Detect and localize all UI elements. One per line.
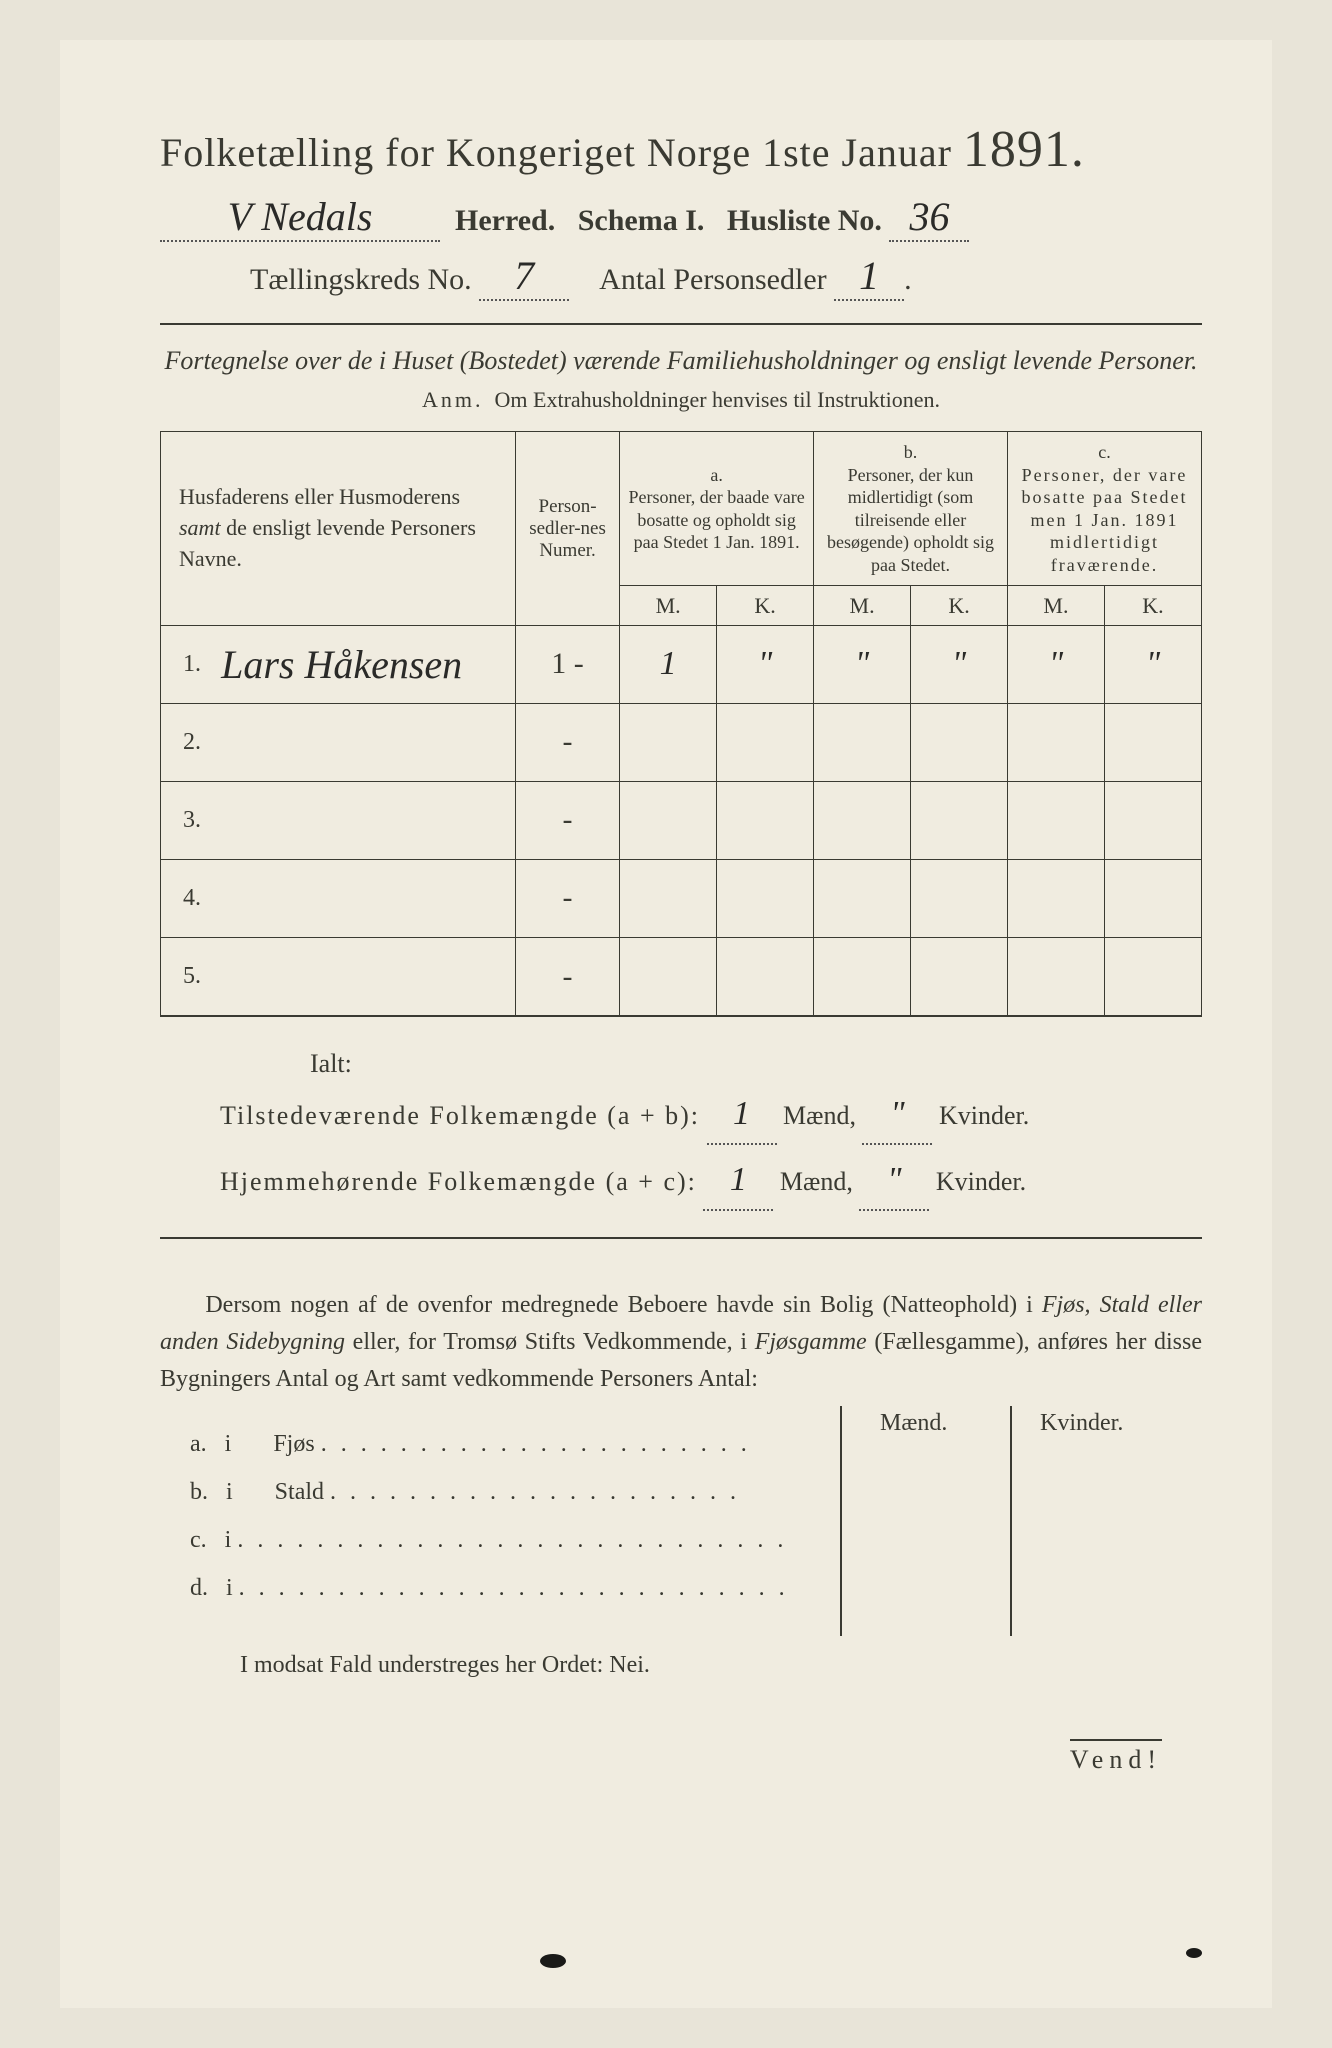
row-number: 1. bbox=[161, 625, 214, 703]
row-number: 2. bbox=[161, 703, 214, 781]
herred-value: V Nedals bbox=[228, 194, 373, 239]
col-c-letter: c. bbox=[1014, 441, 1195, 464]
husliste-value: 36 bbox=[909, 194, 949, 239]
divider-2 bbox=[160, 1237, 1202, 1239]
row-number: 5. bbox=[161, 937, 214, 1015]
total-line-2: Hjemmehørende Folkemængde (a + c): 1 Mæn… bbox=[220, 1151, 1202, 1211]
col-a-text: Personer, der baade vare bosatte og opho… bbox=[626, 486, 807, 554]
total1-label: Tilstedeværende Folkemængde (a + b): bbox=[220, 1101, 700, 1130]
row-a-k: " bbox=[717, 625, 814, 703]
list-item: c. i . . . . . . . . . . . . . . . . . .… bbox=[190, 1516, 1202, 1564]
header-line-2: V Nedals Herred. Schema I. Husliste No. … bbox=[160, 193, 1202, 242]
census-table: Husfaderens eller Husmoderens samt de en… bbox=[160, 431, 1202, 1015]
kreds-label: Tællingskreds No. bbox=[250, 263, 472, 296]
subtitle: Fortegnelse over de i Huset (Bostedet) v… bbox=[160, 343, 1202, 379]
col-header-c: c. Personer, der vare bosatte paa Stedet… bbox=[1007, 432, 1201, 586]
title-text: Folketælling for Kongeriget Norge 1ste J… bbox=[160, 130, 952, 175]
col-header-names: Husfaderens eller Husmoderens samt de en… bbox=[161, 432, 516, 625]
instruction-paragraph: Dersom nogen af de ovenfor medregnede Be… bbox=[160, 1287, 1202, 1399]
total-line-1: Tilstedeværende Folkemængde (a + b): 1 M… bbox=[220, 1085, 1202, 1145]
mk-b-m: M. bbox=[814, 586, 911, 626]
title-year: 1891. bbox=[963, 121, 1085, 178]
census-form-page: Folketælling for Kongeriget Norge 1ste J… bbox=[60, 40, 1272, 2008]
row-c-k: " bbox=[1104, 625, 1201, 703]
list-item: d. i . . . . . . . . . . . . . . . . . .… bbox=[190, 1564, 1202, 1612]
ink-spot-icon bbox=[540, 1954, 566, 1968]
row-name-cell bbox=[213, 937, 515, 1015]
bottom-kvinder-label: Kvinder. bbox=[1040, 1410, 1123, 1437]
col-b-text: Personer, der kun midlertidigt (som tilr… bbox=[820, 464, 1001, 577]
schema-label: Schema I. bbox=[578, 204, 705, 237]
kvinder-label-2: Kvinder. bbox=[936, 1167, 1026, 1196]
anm-lead: Anm. bbox=[422, 387, 484, 412]
bottom-list-area: Mænd. Kvinder. a. i Fjøs . . . . . . . .… bbox=[160, 1420, 1202, 1612]
main-title: Folketælling for Kongeriget Norge 1ste J… bbox=[160, 120, 1202, 179]
table-row: 5. - bbox=[161, 937, 1202, 1015]
row-b-k: " bbox=[911, 625, 1008, 703]
total1-m: 1 bbox=[733, 1095, 750, 1132]
table-bottom-rule bbox=[160, 1015, 1202, 1017]
mk-c-m: M. bbox=[1007, 586, 1104, 626]
kvinder-label: Kvinder. bbox=[939, 1101, 1029, 1130]
table-row: 3. - bbox=[161, 781, 1202, 859]
col-a-letter: a. bbox=[626, 464, 807, 487]
col-b-letter: b. bbox=[820, 441, 1001, 464]
table-row: 4. - bbox=[161, 859, 1202, 937]
col-header-b: b. Personer, der kun midlertidigt (som t… bbox=[814, 432, 1008, 586]
row-num-cell: - bbox=[515, 859, 619, 937]
row-b-m: " bbox=[814, 625, 911, 703]
row-num-cell: - bbox=[515, 937, 619, 1015]
header-line-3: Tællingskreds No. 7 Antal Personsedler 1… bbox=[250, 252, 1202, 301]
row-number: 4. bbox=[161, 859, 214, 937]
vline-1 bbox=[840, 1406, 842, 1636]
row-name-cell bbox=[213, 781, 515, 859]
bottom-list: a. i Fjøs . . . . . . . . . . . . . . . … bbox=[190, 1420, 1202, 1612]
divider-1 bbox=[160, 323, 1202, 325]
table-row: 1. Lars Håkensen 1 - 1 " " " " " bbox=[161, 625, 1202, 703]
annotation: Anm. Om Extrahusholdninger henvises til … bbox=[160, 387, 1202, 413]
herred-label: Herred. bbox=[455, 204, 555, 237]
vend-label: Vend! bbox=[1070, 1739, 1162, 1775]
antal-label: Antal Personsedler bbox=[599, 263, 826, 296]
total2-label: Hjemmehørende Folkemængde (a + c): bbox=[220, 1167, 697, 1196]
mk-b-k: K. bbox=[911, 586, 1008, 626]
row-a-m: 1 bbox=[620, 625, 717, 703]
modsat-line: I modsat Fald understreges her Ordet: Ne… bbox=[240, 1652, 1202, 1679]
ialt-label: Ialt: bbox=[310, 1049, 1202, 1079]
mk-a-m: M. bbox=[620, 586, 717, 626]
mk-a-k: K. bbox=[717, 586, 814, 626]
row-name-cell bbox=[213, 859, 515, 937]
total2-k: " bbox=[887, 1161, 901, 1198]
mk-c-k: K. bbox=[1104, 586, 1201, 626]
col-c-text: Personer, der vare bosatte paa Stedet me… bbox=[1014, 464, 1195, 577]
row-num-cell: - bbox=[515, 781, 619, 859]
table-row: 2. - bbox=[161, 703, 1202, 781]
row-num-cell: - bbox=[515, 703, 619, 781]
row-name-cell: Lars Håkensen bbox=[213, 625, 515, 703]
total2-m: 1 bbox=[730, 1161, 747, 1198]
col-header-number: Person-sedler-nes Numer. bbox=[515, 432, 619, 625]
kreds-value: 7 bbox=[514, 253, 534, 298]
col-header-a: a. Personer, der baade vare bosatte og o… bbox=[620, 432, 814, 586]
husliste-label: Husliste No. bbox=[727, 204, 882, 237]
bottom-maend-label: Mænd. bbox=[880, 1410, 947, 1437]
row-number: 3. bbox=[161, 781, 214, 859]
antal-value: 1 bbox=[859, 253, 879, 298]
maend-label-2: Mænd, bbox=[780, 1167, 853, 1196]
maend-label: Mænd, bbox=[783, 1101, 856, 1130]
ink-spot-icon bbox=[1186, 1948, 1202, 1958]
anm-text: Om Extrahusholdninger henvises til Instr… bbox=[495, 387, 940, 412]
list-item: b. i Stald . . . . . . . . . . . . . . .… bbox=[190, 1468, 1202, 1516]
row-c-m: " bbox=[1007, 625, 1104, 703]
row-name-value: Lars Håkensen bbox=[221, 642, 462, 687]
total1-k: " bbox=[890, 1095, 904, 1132]
row-num-cell: 1 - bbox=[515, 625, 619, 703]
row-name-cell bbox=[213, 703, 515, 781]
vline-2 bbox=[1010, 1406, 1012, 1636]
